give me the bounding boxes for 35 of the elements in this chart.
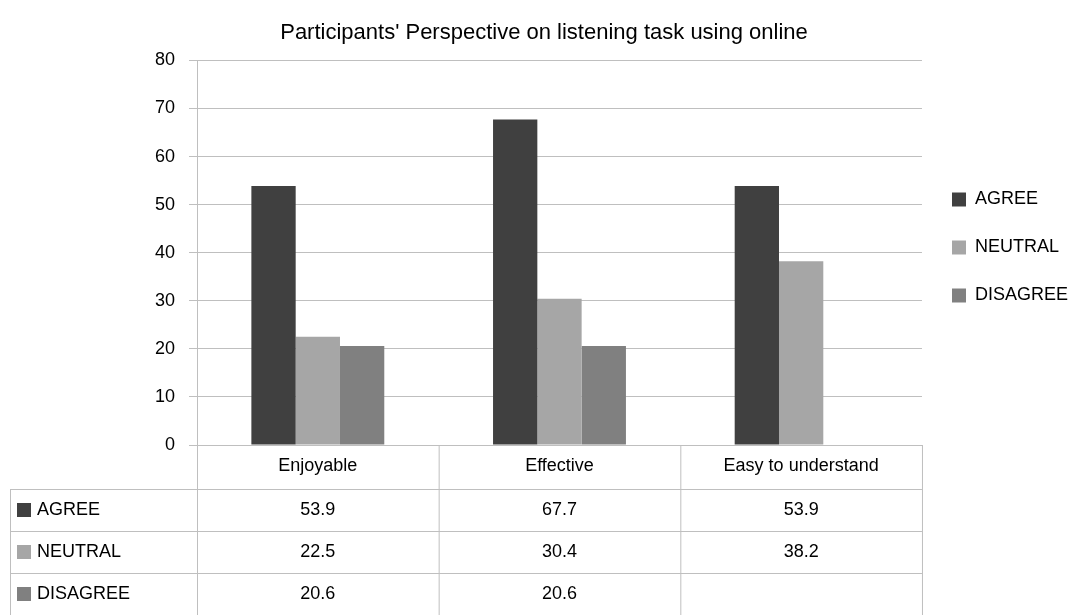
bar xyxy=(493,119,538,445)
y-tick-label: 70 xyxy=(154,97,175,118)
y-tick-label: 0 xyxy=(164,433,175,454)
legend-label: DISAGREE xyxy=(37,582,131,603)
data-label: 22.5 xyxy=(300,540,336,561)
data-label: 67.7 xyxy=(541,498,578,519)
x-tick-label: Effective xyxy=(525,454,594,475)
chart-title: Participants' Perspective on listening task using online xyxy=(280,19,808,45)
bar xyxy=(779,261,824,445)
data-label: 20.6 xyxy=(300,582,336,603)
y-tick-label: 50 xyxy=(154,193,175,214)
text: AGREE xyxy=(974,188,1039,209)
text: DISAGREE xyxy=(974,284,1069,305)
data-label: 20.6 xyxy=(541,582,578,603)
y-tick-label: 80 xyxy=(154,49,175,70)
bar xyxy=(537,298,582,445)
y-tick-label: 10 xyxy=(154,385,175,406)
legend-label: AGREE xyxy=(37,498,101,519)
data-label: 30.4 xyxy=(541,540,578,561)
data-label: 38.2 xyxy=(783,540,819,561)
bar xyxy=(251,185,296,445)
bar xyxy=(339,345,385,445)
y-tick-label: 40 xyxy=(154,241,175,262)
bar xyxy=(581,345,626,445)
y-tick-label: 20 xyxy=(154,337,175,358)
x-tick-label: Easy to understand xyxy=(723,454,879,475)
y-tick-label: 60 xyxy=(154,145,175,166)
x-tick-label: Enjoyable xyxy=(278,454,358,475)
y-tick-label: 30 xyxy=(154,289,175,310)
bar xyxy=(734,185,779,445)
text: NEUTRAL xyxy=(37,540,122,561)
data-label: 53.9 xyxy=(300,498,336,519)
legend-label: NEUTRAL xyxy=(974,236,1059,257)
bar xyxy=(295,336,340,445)
data-label: 53.9 xyxy=(783,498,819,519)
